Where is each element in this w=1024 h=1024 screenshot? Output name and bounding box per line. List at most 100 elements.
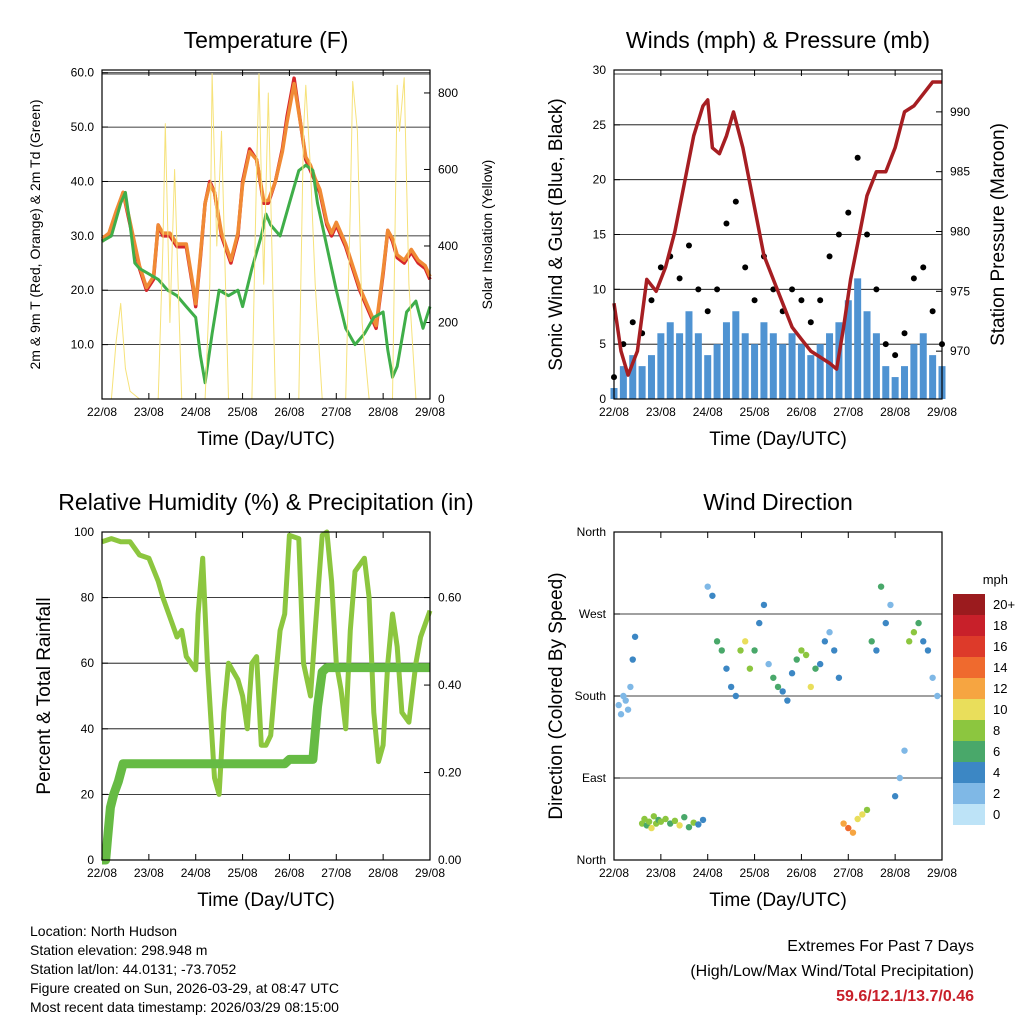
x-tick-label: 27/08 [321, 405, 351, 419]
direction-point [887, 601, 894, 609]
direction-point [877, 583, 885, 590]
x-axis-label: Time (Day/UTC) [197, 429, 335, 450]
direction-point [821, 638, 829, 645]
direction-point [615, 701, 622, 709]
direction-point [704, 583, 711, 590]
direction-point [751, 647, 758, 654]
y-tick-label: 100 [74, 525, 94, 539]
y-tick-label: North [577, 525, 606, 539]
legend-label: 8 [993, 723, 1000, 738]
direction-point [629, 656, 636, 663]
direction-point [929, 674, 936, 681]
direction-point [802, 651, 810, 659]
legend-label: 0 [993, 807, 1000, 822]
direction-point [657, 818, 665, 825]
legend-label: 14 [993, 660, 1007, 675]
legend-label: 2 [993, 786, 1000, 801]
gust-point [685, 242, 692, 249]
legend-swatch [953, 636, 985, 657]
x-tick-label: 29/08 [927, 866, 957, 880]
y-tick-label: 50.0 [71, 120, 95, 134]
legend-label: 6 [993, 744, 1000, 759]
x-tick-label: 23/08 [646, 866, 676, 880]
direction-point [671, 817, 679, 825]
gust-point [742, 264, 749, 271]
direction-point [713, 638, 721, 645]
direction-point [648, 824, 655, 832]
y2-tick-label: 985 [950, 165, 970, 179]
direction-point [681, 813, 688, 821]
y-tick-label: 20 [81, 787, 95, 801]
legend-swatch [953, 594, 985, 615]
direction-point [849, 829, 857, 836]
legend-swatch [953, 699, 985, 720]
legend-label: 10 [993, 702, 1007, 717]
x-tick-label: 22/08 [87, 405, 117, 419]
gust-point [854, 154, 861, 161]
direction-point [891, 793, 899, 800]
y-tick-label: 0 [87, 853, 94, 867]
gust-point [901, 330, 908, 337]
gust-point [873, 286, 880, 293]
gust-point [789, 286, 796, 293]
y2-tick-label: 980 [950, 225, 970, 239]
direction-point [924, 647, 932, 654]
y2-tick-label: 0.40 [438, 678, 462, 692]
x-axis-label: Time (Day/UTC) [197, 890, 335, 911]
extremes-panel: Extremes For Past 7 Days (High/Low/Max W… [690, 934, 974, 1009]
direction-point [901, 747, 908, 754]
elevation-text: Station elevation: 298.948 m [30, 942, 208, 958]
direction-point [723, 665, 730, 672]
direction-point [807, 683, 814, 691]
x-tick-label: 22/08 [87, 866, 117, 880]
gust-point [910, 275, 917, 282]
x-tick-label: 26/08 [786, 866, 816, 880]
gust-point [826, 253, 833, 260]
x-tick-label: 29/08 [415, 405, 445, 419]
y-axis-label: 2m & 9m T (Red, Orange) & 2m Td (Green) [27, 100, 43, 370]
legend-swatch [953, 657, 985, 678]
direction-point [718, 647, 725, 654]
direction-point [624, 706, 632, 713]
gust-point [892, 352, 899, 359]
y2-tick-label: 600 [438, 162, 458, 176]
x-tick-label: 24/08 [181, 405, 211, 419]
direction-point [798, 647, 805, 654]
legend-label: 4 [993, 765, 1000, 780]
chart-winds: Winds (mph) & Pressure (mb) 0 5 10 15 20 25 30 2… [546, 27, 1009, 450]
y-tick-label: South [575, 689, 606, 703]
legend-swatch [953, 678, 985, 699]
x-tick-label: 24/08 [693, 866, 723, 880]
x-tick-label: 25/08 [228, 866, 258, 880]
chart-humidity: Relative Humidity (%) & Precipitation (i… [34, 489, 474, 911]
direction-point [756, 619, 763, 627]
series-t9m [100, 81, 432, 328]
legend-swatch [953, 762, 985, 783]
legend-swatch [953, 615, 985, 636]
direction-point [840, 820, 847, 827]
direction-point [667, 820, 674, 827]
gust-point [751, 297, 758, 304]
direction-point [779, 688, 786, 695]
direction-point [915, 619, 922, 627]
direction-point [826, 629, 833, 636]
direction-point [695, 821, 702, 828]
direction-point [727, 683, 735, 691]
y-tick-label: 40 [81, 722, 95, 736]
direction-point [617, 711, 625, 718]
direction-point [906, 638, 913, 645]
y2-axis-label: Station Pressure (Maroon) [988, 123, 1009, 346]
legend-label: 12 [993, 681, 1007, 696]
gust-point [817, 297, 824, 304]
x-tick-label: 23/08 [134, 405, 164, 419]
direction-point [868, 638, 875, 645]
legend-swatch [953, 783, 985, 804]
direction-point [863, 806, 871, 814]
x-tick-label: 29/08 [927, 405, 957, 419]
direction-point [859, 811, 866, 818]
x-tick-label: 25/08 [740, 866, 770, 880]
series-pressure [612, 80, 942, 377]
direction-point [676, 822, 683, 829]
gust-point [732, 198, 739, 205]
x-tick-label: 22/08 [599, 866, 629, 880]
